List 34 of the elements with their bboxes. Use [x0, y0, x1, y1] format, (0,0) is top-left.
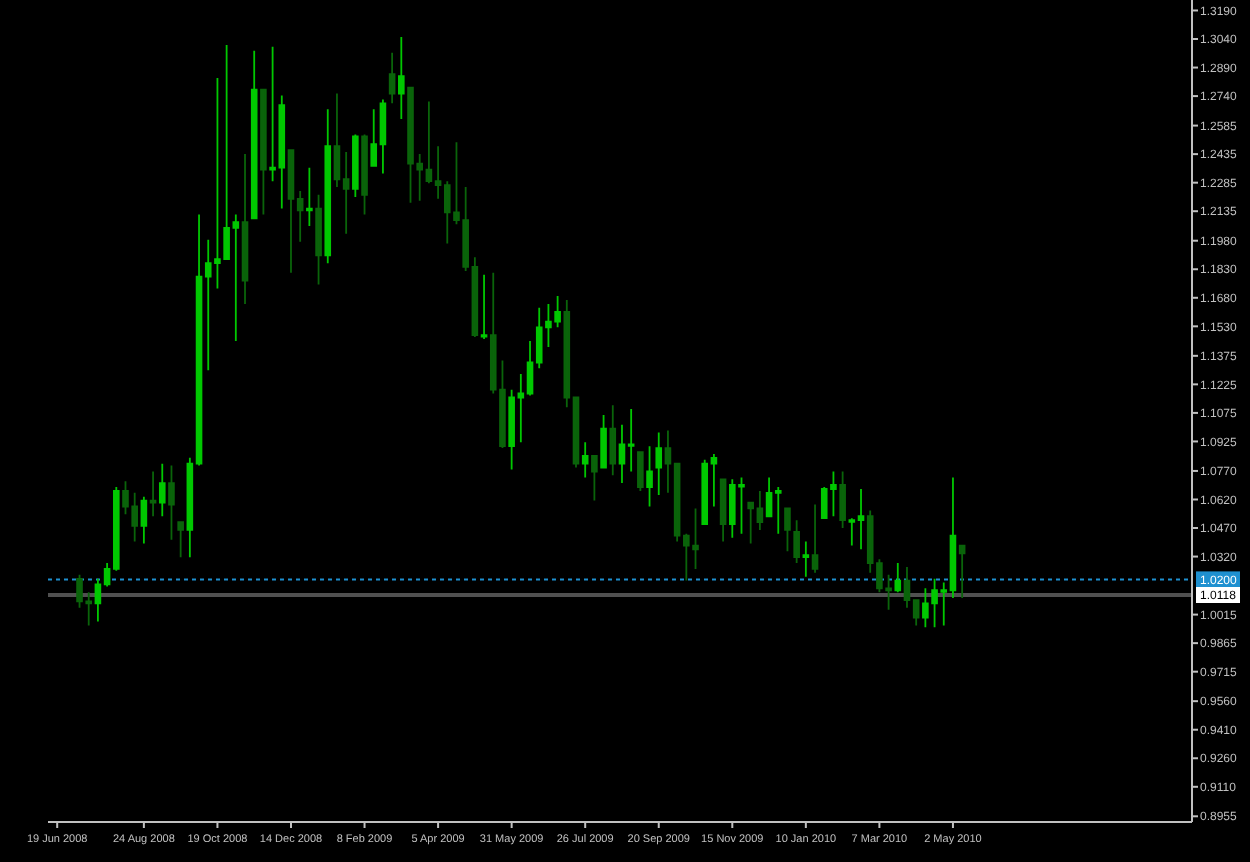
- candlestick: [260, 88, 267, 216]
- candlestick: [352, 133, 359, 198]
- candlestick: [609, 404, 617, 477]
- candlestick: [646, 445, 653, 508]
- candlestick: [839, 470, 846, 529]
- candlestick: [811, 503, 819, 574]
- candlestick: [324, 108, 332, 265]
- candlestick: [158, 462, 166, 518]
- candlestick: [480, 273, 488, 340]
- candlestick: [361, 133, 368, 216]
- candlestick: [655, 431, 663, 496]
- candlestick: [287, 149, 295, 274]
- candlestick: [177, 521, 184, 559]
- candlestick: [398, 36, 405, 120]
- candlestick: [701, 458, 709, 525]
- candlestick: [370, 108, 378, 167]
- candlestick: [250, 49, 258, 220]
- candlestick: [802, 540, 810, 578]
- candlestick: [388, 51, 396, 105]
- candlestick: [140, 495, 148, 545]
- candlestick: [958, 544, 966, 599]
- candlestick: [793, 519, 800, 564]
- candlestick: [784, 507, 791, 553]
- candlestick: [857, 488, 865, 551]
- candlestick: [894, 562, 902, 594]
- candlestick: [241, 153, 249, 305]
- candlestick: [637, 451, 644, 492]
- candlestick: [600, 414, 607, 469]
- candlestick: [315, 193, 322, 286]
- candlestick: [306, 166, 313, 227]
- candlestick: [581, 441, 589, 479]
- candlestick: [591, 455, 598, 502]
- candlestick: [149, 470, 157, 518]
- candlestick: [168, 464, 175, 541]
